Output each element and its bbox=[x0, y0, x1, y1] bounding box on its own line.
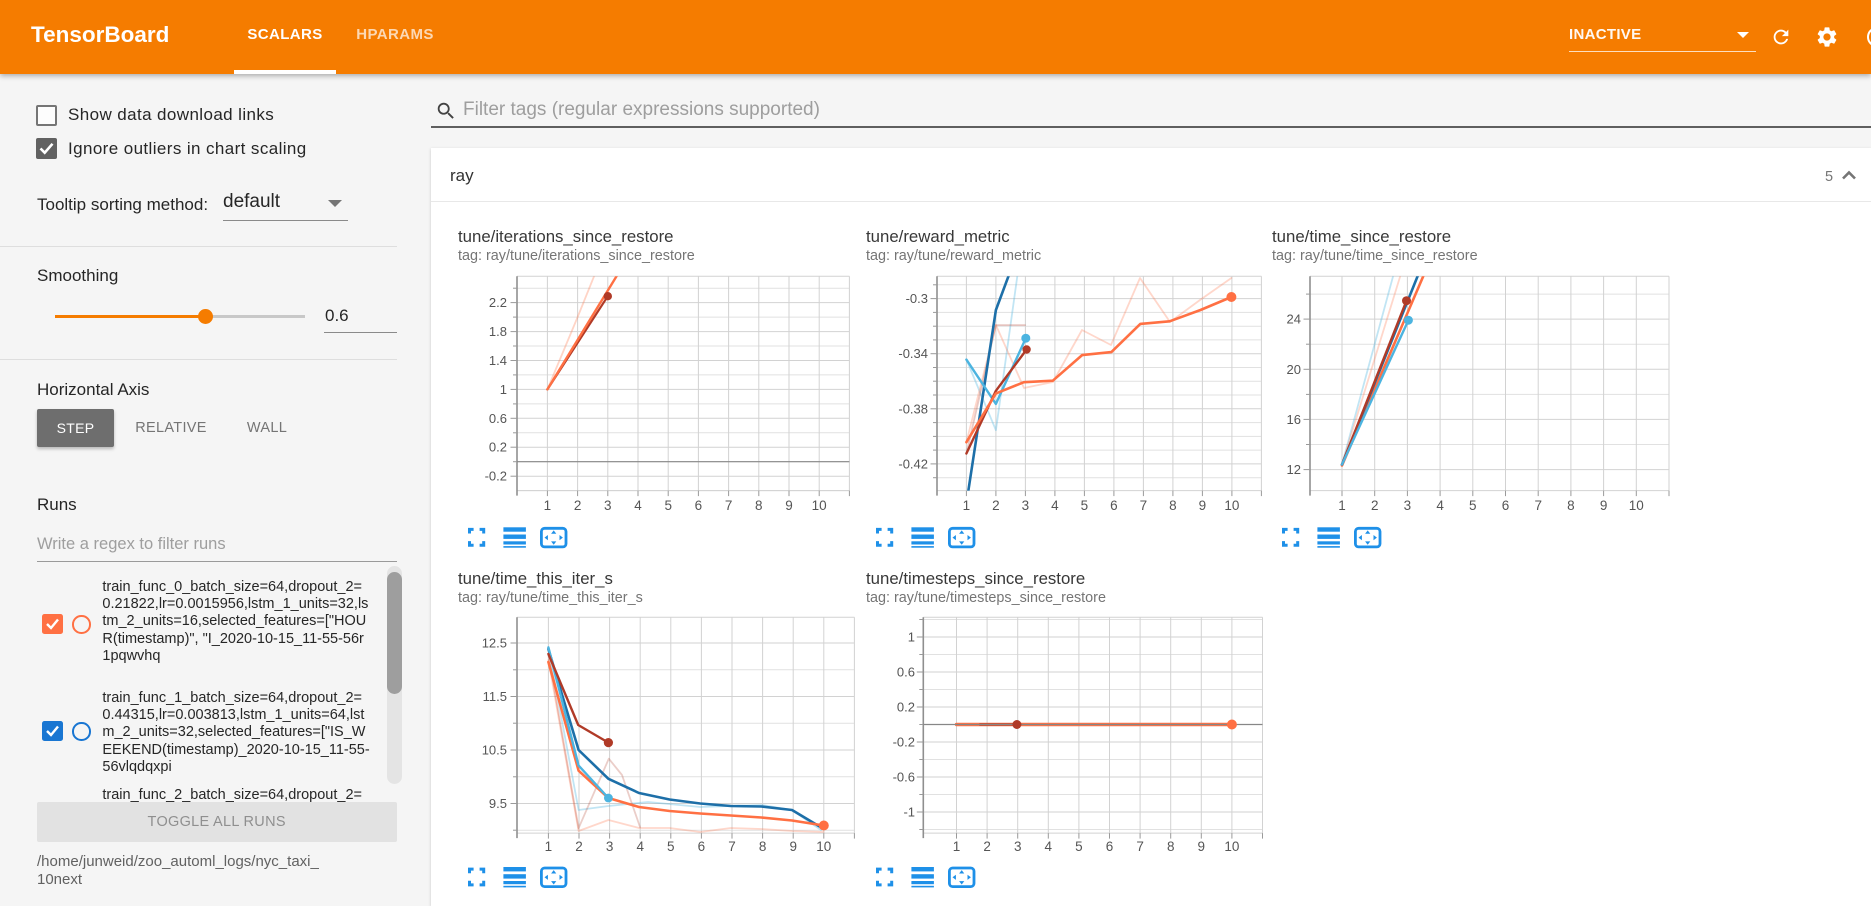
svg-text:6: 6 bbox=[1502, 498, 1510, 513]
svg-text:8: 8 bbox=[1167, 839, 1175, 854]
svg-text:7: 7 bbox=[1140, 498, 1148, 513]
svg-text:7: 7 bbox=[1534, 498, 1542, 513]
svg-text:-0.38: -0.38 bbox=[898, 401, 928, 416]
svg-text:1: 1 bbox=[908, 630, 915, 645]
svg-text:-0.2: -0.2 bbox=[485, 469, 507, 484]
svg-text:11.5: 11.5 bbox=[483, 689, 507, 704]
svg-text:7: 7 bbox=[728, 839, 736, 854]
svg-text:9: 9 bbox=[1199, 498, 1207, 513]
svg-text:24: 24 bbox=[1287, 312, 1301, 327]
svg-text:9.5: 9.5 bbox=[489, 796, 507, 811]
svg-text:9: 9 bbox=[789, 839, 797, 854]
svg-text:8: 8 bbox=[1567, 498, 1575, 513]
svg-text:12: 12 bbox=[1287, 462, 1301, 477]
svg-text:0.6: 0.6 bbox=[897, 665, 915, 680]
svg-text:10: 10 bbox=[816, 839, 831, 854]
svg-text:1: 1 bbox=[544, 498, 552, 513]
svg-text:3: 3 bbox=[604, 498, 612, 513]
svg-text:9: 9 bbox=[1198, 839, 1206, 854]
svg-text:16: 16 bbox=[1287, 412, 1301, 427]
svg-text:2: 2 bbox=[1371, 498, 1379, 513]
svg-text:-0.6: -0.6 bbox=[893, 770, 915, 785]
svg-text:2: 2 bbox=[574, 498, 582, 513]
svg-text:0.2: 0.2 bbox=[489, 440, 507, 455]
svg-text:5: 5 bbox=[664, 498, 672, 513]
svg-text:10.5: 10.5 bbox=[482, 743, 507, 758]
svg-text:6: 6 bbox=[1110, 498, 1118, 513]
svg-text:9: 9 bbox=[785, 498, 793, 513]
svg-text:8: 8 bbox=[755, 498, 763, 513]
svg-text:12.5: 12.5 bbox=[482, 636, 507, 651]
svg-text:0.2: 0.2 bbox=[897, 700, 915, 715]
svg-text:4: 4 bbox=[1051, 498, 1059, 513]
svg-text:20: 20 bbox=[1287, 362, 1301, 377]
svg-text:1: 1 bbox=[953, 839, 961, 854]
svg-text:6: 6 bbox=[1106, 839, 1114, 854]
svg-text:5: 5 bbox=[667, 839, 675, 854]
svg-text:4: 4 bbox=[634, 498, 642, 513]
svg-text:3: 3 bbox=[606, 839, 614, 854]
svg-text:5: 5 bbox=[1469, 498, 1477, 513]
svg-text:10: 10 bbox=[1629, 498, 1644, 513]
svg-text:4: 4 bbox=[1045, 839, 1053, 854]
svg-text:2: 2 bbox=[992, 498, 1000, 513]
svg-text:3: 3 bbox=[1014, 839, 1022, 854]
svg-text:10: 10 bbox=[1224, 498, 1239, 513]
svg-text:10: 10 bbox=[812, 498, 827, 513]
svg-text:-0.42: -0.42 bbox=[898, 456, 928, 471]
svg-text:2.2: 2.2 bbox=[489, 295, 507, 310]
svg-text:3: 3 bbox=[1404, 498, 1412, 513]
svg-text:7: 7 bbox=[725, 498, 733, 513]
svg-text:1: 1 bbox=[500, 382, 507, 397]
svg-text:6: 6 bbox=[698, 839, 706, 854]
svg-text:5: 5 bbox=[1081, 498, 1089, 513]
svg-text:1: 1 bbox=[545, 839, 553, 854]
svg-text:9: 9 bbox=[1600, 498, 1608, 513]
svg-text:0.6: 0.6 bbox=[489, 411, 507, 426]
svg-text:8: 8 bbox=[1169, 498, 1177, 513]
svg-text:8: 8 bbox=[759, 839, 767, 854]
svg-text:4: 4 bbox=[636, 839, 644, 854]
svg-text:2: 2 bbox=[983, 839, 991, 854]
svg-text:2: 2 bbox=[575, 839, 583, 854]
svg-text:1.8: 1.8 bbox=[489, 324, 507, 339]
svg-text:-0.34: -0.34 bbox=[898, 346, 928, 361]
svg-text:4: 4 bbox=[1436, 498, 1444, 513]
svg-text:6: 6 bbox=[695, 498, 703, 513]
svg-text:7: 7 bbox=[1136, 839, 1144, 854]
svg-text:1.4: 1.4 bbox=[489, 353, 507, 368]
svg-text:1: 1 bbox=[963, 498, 971, 513]
svg-text:-0.2: -0.2 bbox=[893, 735, 915, 750]
svg-text:1: 1 bbox=[1338, 498, 1346, 513]
svg-text:-1: -1 bbox=[903, 805, 915, 820]
svg-text:5: 5 bbox=[1075, 839, 1083, 854]
svg-text:10: 10 bbox=[1224, 839, 1239, 854]
svg-text:-0.3: -0.3 bbox=[906, 291, 928, 306]
svg-text:3: 3 bbox=[1022, 498, 1030, 513]
